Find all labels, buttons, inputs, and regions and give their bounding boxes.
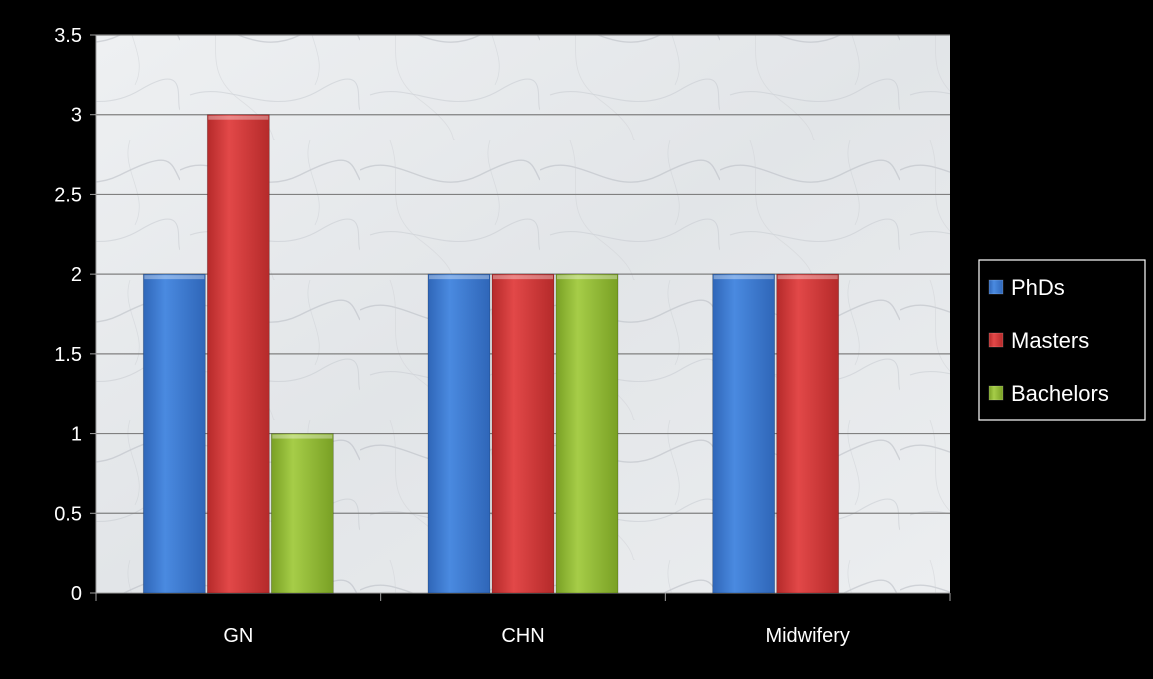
bar-masters-gn (207, 115, 269, 593)
y-tick-label: 3 (71, 105, 82, 127)
y-tick-label: 1.5 (54, 344, 82, 366)
bar-phds-gn (143, 274, 205, 593)
y-tick-label: 2.5 (54, 184, 82, 206)
legend-swatch-bachelors (989, 386, 1003, 400)
y-tick-label: 0 (71, 583, 82, 605)
x-tick-label: Midwifery (765, 625, 849, 647)
legend-swatch-masters (989, 333, 1003, 347)
bar-bevel (714, 275, 774, 279)
legend: PhDs Masters Bachelors (979, 260, 1145, 420)
y-tick-label: 1 (71, 424, 82, 446)
y-tick-label: 2 (71, 264, 82, 286)
x-tick-label: GN (223, 625, 253, 647)
bar-phds-chn (428, 274, 490, 593)
bar-masters-chn (492, 274, 554, 593)
bar-bevel (493, 275, 553, 279)
y-tick-label: 0.5 (54, 503, 82, 525)
legend-label-bachelors: Bachelors (1011, 381, 1109, 406)
bar-bevel (208, 116, 268, 120)
bar-masters-midwifery (777, 274, 839, 593)
x-tick-label: CHN (501, 625, 544, 647)
legend-label-phds: PhDs (1011, 275, 1065, 300)
bar-bevel (557, 275, 617, 279)
bar-bevel (144, 275, 204, 279)
bar-phds-midwifery (713, 274, 775, 593)
bar-bachelors-chn (556, 274, 618, 593)
bar-bachelors-gn (271, 434, 333, 593)
bar-bevel (778, 275, 838, 279)
legend-label-masters: Masters (1011, 328, 1089, 353)
legend-swatch-phds (989, 280, 1003, 294)
bar-bevel (272, 435, 332, 439)
bar-bevel (429, 275, 489, 279)
y-tick-label: 3.5 (54, 25, 82, 47)
